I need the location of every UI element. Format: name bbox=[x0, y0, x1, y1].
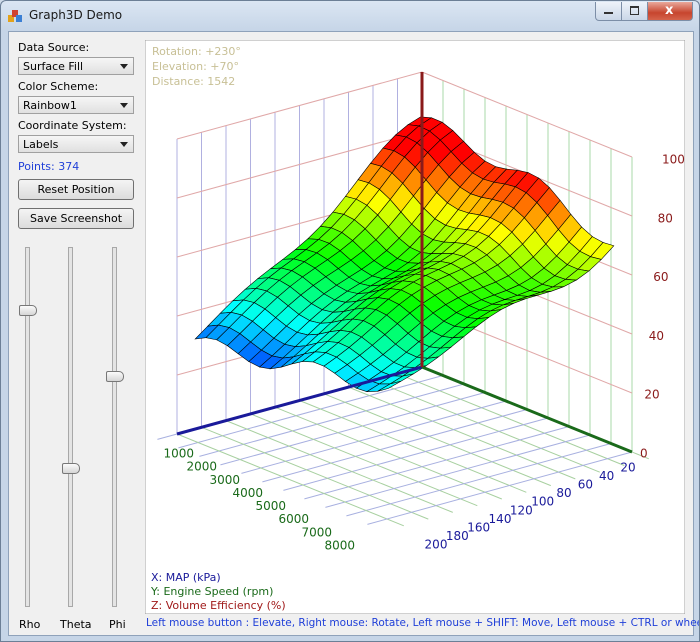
screenshot-button[interactable]: Save Screenshot bbox=[18, 208, 134, 229]
x-axis bbox=[176, 365, 423, 436]
y-tick-label: 3000 bbox=[209, 473, 240, 487]
color-scheme-label: Color Scheme: bbox=[18, 80, 99, 93]
close-button[interactable]: x bbox=[647, 2, 693, 21]
x-tick-label: 40 bbox=[599, 469, 614, 483]
x-tick-label: 100 bbox=[531, 495, 554, 509]
axis-legend: Y: Engine Speed (rpm) bbox=[150, 585, 273, 598]
data-source-combo[interactable]: Surface Fill bbox=[18, 57, 134, 75]
floor-grid-line bbox=[346, 443, 612, 517]
view-info: Elevation: +70° bbox=[152, 60, 239, 73]
y-tick-label: 6000 bbox=[278, 512, 309, 526]
axis-legend: X: MAP (kPa) bbox=[151, 571, 221, 584]
y-tick-label: 8000 bbox=[324, 539, 355, 553]
x-tick-label: 20 bbox=[620, 461, 635, 475]
reset-button[interactable]: Reset Position bbox=[18, 179, 134, 200]
x-tick-label: 200 bbox=[425, 538, 448, 552]
status-hint: Left mouse button : Elevate, Right mouse… bbox=[146, 617, 700, 629]
graph-3d[interactable]: Rotation: +230° Elevation: +70° Distance: … bbox=[145, 40, 685, 614]
x-tick-label: 140 bbox=[489, 512, 512, 526]
coordinate-system-label: Coordinate System: bbox=[18, 119, 127, 132]
app-icon bbox=[8, 10, 22, 22]
y-tick-label: 5000 bbox=[255, 499, 286, 513]
data-source-label: Data Source: bbox=[18, 41, 90, 54]
y-tick-label: 1000 bbox=[163, 447, 194, 461]
x-tick-label: 120 bbox=[510, 503, 533, 517]
color-scheme-combo[interactable]: Rainbow1 bbox=[18, 96, 134, 114]
phi-track bbox=[112, 247, 117, 607]
slider-label: Phi bbox=[109, 618, 126, 631]
x-tick-label: 80 bbox=[556, 486, 571, 500]
floor-grid-line bbox=[176, 433, 404, 527]
client-area: Data Source: Surface Fill Color Scheme: … bbox=[8, 31, 699, 636]
view-info: Rotation: +230° bbox=[152, 45, 241, 58]
y-tick-label: 7000 bbox=[301, 525, 332, 539]
theta-thumb[interactable] bbox=[62, 463, 80, 474]
y-tick-label: 2000 bbox=[186, 460, 217, 474]
x-tick-label: 160 bbox=[467, 520, 490, 534]
view-info: Distance: 1542 bbox=[152, 75, 235, 88]
title-bar: Graph3D Demo x bbox=[1, 1, 699, 31]
rho-thumb[interactable] bbox=[19, 305, 37, 316]
wall-grid-line bbox=[176, 71, 423, 140]
slider-label: Rho bbox=[19, 618, 41, 631]
y-axis bbox=[421, 365, 633, 454]
z-tick-label: 0 bbox=[640, 447, 648, 461]
theta-track bbox=[68, 247, 73, 607]
floor-grid-line bbox=[367, 451, 633, 525]
z-tick-label: 80 bbox=[658, 211, 673, 225]
z-tick-label: 40 bbox=[649, 329, 664, 343]
axis-legend: Z: Volume Efficiency (%) bbox=[151, 599, 286, 612]
wall-grid-line bbox=[421, 71, 633, 158]
z-tick-label: 100 bbox=[662, 153, 685, 167]
rho-track bbox=[25, 247, 30, 607]
points-label: Points: 374 bbox=[18, 160, 80, 173]
surface-patch bbox=[377, 380, 402, 392]
slider-label: Theta bbox=[60, 618, 92, 631]
y-tick-label: 4000 bbox=[232, 486, 263, 500]
minimize-button[interactable] bbox=[595, 2, 622, 21]
z-tick-label: 20 bbox=[644, 388, 659, 402]
phi-thumb[interactable] bbox=[106, 371, 124, 382]
x-tick-label: 60 bbox=[578, 478, 593, 492]
maximize-button[interactable] bbox=[621, 2, 648, 21]
coordinate-system-combo[interactable]: Labels bbox=[18, 135, 134, 153]
z-tick-label: 60 bbox=[653, 270, 668, 284]
wall-grid-line bbox=[176, 130, 423, 199]
window-title: Graph3D Demo bbox=[29, 8, 123, 22]
x-tick-label: 180 bbox=[446, 529, 469, 543]
